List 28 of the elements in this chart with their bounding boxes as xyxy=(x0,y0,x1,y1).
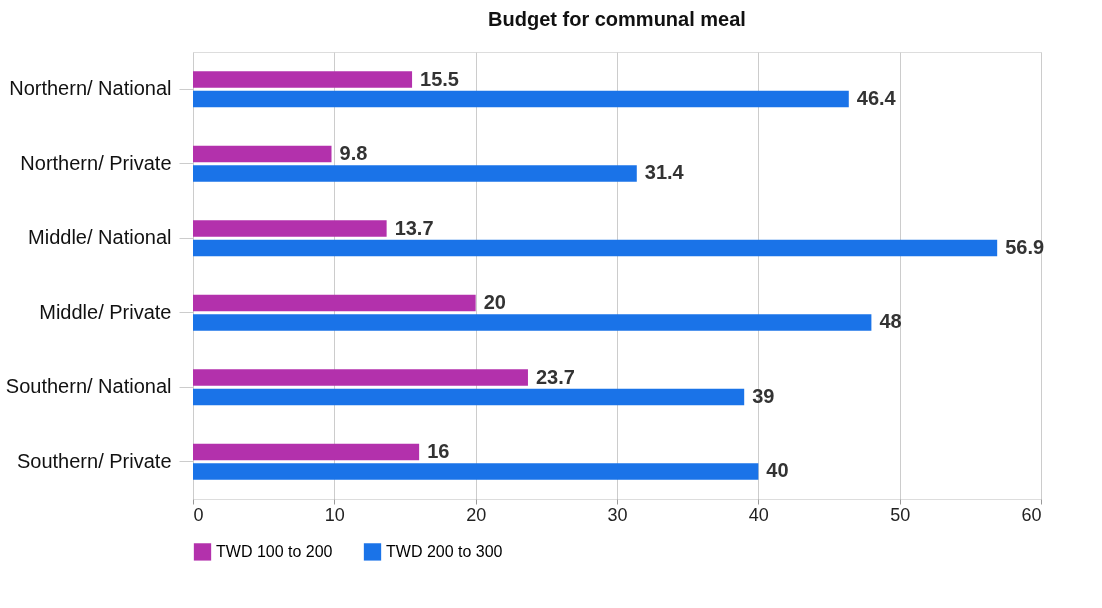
data-label: 31.4 xyxy=(644,161,685,184)
data-label: 16 xyxy=(427,440,450,463)
x-tick-label: 60 xyxy=(1021,504,1042,525)
x-tick-label: 30 xyxy=(607,504,628,525)
data-label: 20 xyxy=(483,291,506,314)
data-label: 15.5 xyxy=(420,67,459,90)
x-tick-label: 20 xyxy=(466,504,487,525)
x-tick-label: 0 xyxy=(193,504,204,525)
y-tick-label: Northern/ Private xyxy=(20,151,172,174)
y-tick-label: Middle/ Private xyxy=(39,300,172,323)
y-tick-label: Southern/ National xyxy=(5,375,172,398)
data-label: 13.7 xyxy=(394,216,434,239)
y-tick-label: Northern/ National xyxy=(9,77,172,100)
data-label: 39 xyxy=(752,384,775,407)
y-tick-label: Southern/ Private xyxy=(16,449,172,472)
legend-label: TWD 100 to 200 xyxy=(216,542,333,560)
data-label: 48 xyxy=(879,310,902,333)
data-label: 9.8 xyxy=(339,142,368,165)
x-tick-label: 40 xyxy=(748,504,769,525)
x-tick-label: 10 xyxy=(324,504,345,525)
y-tick-label: Middle/ National xyxy=(28,226,172,249)
data-label: 56.9 xyxy=(1005,235,1045,258)
chart-title: Budget for communal meal xyxy=(488,8,746,30)
x-tick-label: 50 xyxy=(890,504,911,525)
legend-label: TWD 200 to 300 xyxy=(386,542,503,560)
data-label: 46.4 xyxy=(856,86,897,109)
data-label: 40 xyxy=(766,459,789,482)
data-label: 23.7 xyxy=(535,365,575,388)
